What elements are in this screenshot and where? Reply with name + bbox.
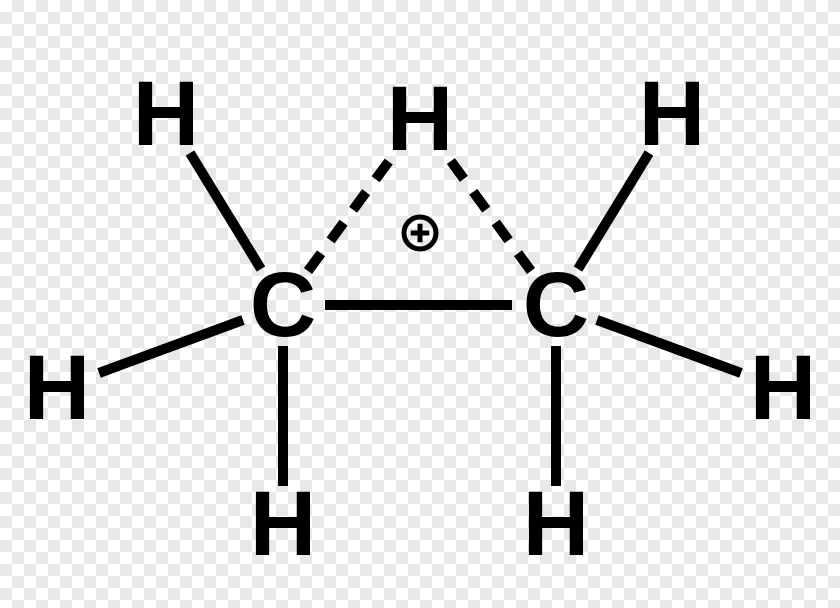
bond [308,153,395,271]
atom-label-H2c: H [523,473,589,575]
atom-label-H1a: H [133,63,199,165]
bond [597,320,741,373]
atom-label-Hb: H [387,68,453,170]
positive-charge-icon [404,217,436,249]
bond [578,153,649,269]
bond [445,153,531,271]
atom-label-H1c: H [250,473,316,575]
bond [190,153,261,269]
atom-label-H2b: H [750,337,816,439]
atom-label-H1b: H [24,337,90,439]
atom-label-H2a: H [639,63,705,165]
atom-label-C2: C [523,254,589,356]
bond [99,320,243,373]
molecule-diagram: CCHHHHHHH [0,0,840,608]
atom-label-C1: C [250,254,316,356]
